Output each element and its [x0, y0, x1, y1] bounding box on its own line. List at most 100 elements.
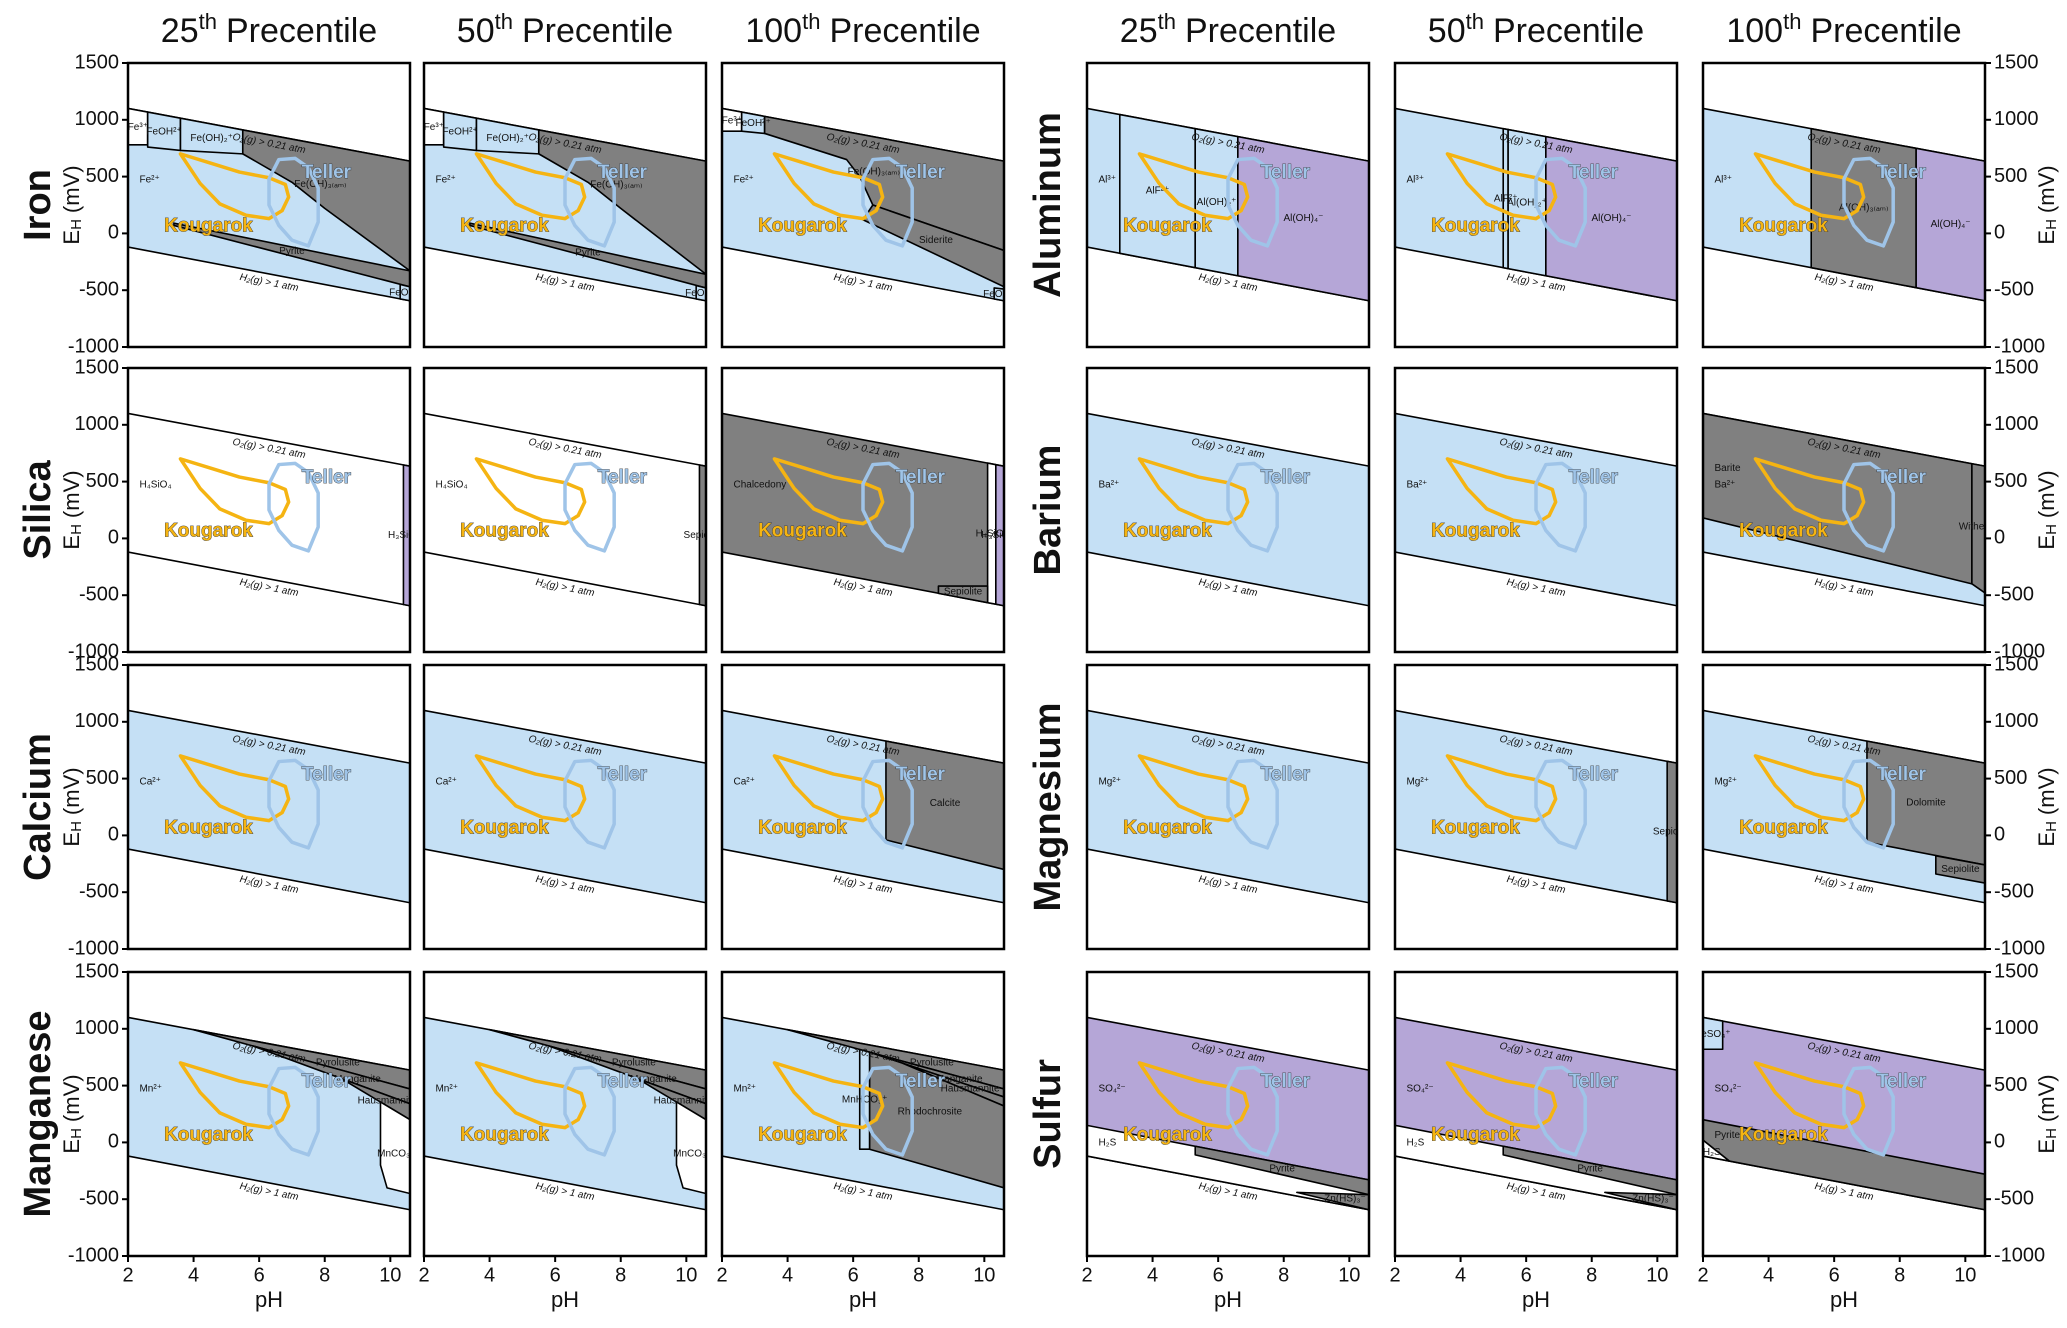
y-label-main: E — [2034, 230, 2059, 245]
y-tick-label: 500 — [1994, 470, 2027, 492]
site-label: Kougarok — [164, 1125, 253, 1146]
y-tick-label: 500 — [86, 165, 119, 187]
site-label: Teller — [1877, 467, 1927, 488]
row-label: Manganese — [17, 1011, 59, 1218]
y-tick-label: 1500 — [1994, 653, 2039, 675]
x-tick-label: 4 — [1455, 1264, 1466, 1286]
x-tick-label: 10 — [675, 1264, 697, 1286]
region-label: Dolomite — [1906, 797, 1946, 808]
x-axis-label: pH — [1522, 1287, 1550, 1312]
region-label: Ba²⁺ — [1714, 480, 1735, 491]
stability-region — [763, 115, 1004, 252]
x-tick-label: 10 — [1954, 1264, 1976, 1286]
region-label: Al³⁺ — [1098, 175, 1116, 186]
region-label: Manganite — [334, 1074, 381, 1085]
region-label: Pyrite — [1714, 1130, 1740, 1141]
region-label: Fe³⁺ — [722, 115, 742, 126]
y-label-main: E — [59, 230, 84, 245]
stability-region — [698, 464, 706, 607]
site-field — [474, 152, 587, 221]
region-label: Pyrite — [575, 247, 601, 258]
y-label-unit: (mV) — [59, 767, 84, 815]
site-field — [861, 461, 914, 553]
header-number: 50 — [1428, 12, 1466, 50]
x-tick-label: 8 — [1586, 1264, 1597, 1286]
stability-region — [241, 129, 410, 272]
site-field — [1226, 156, 1279, 248]
y-tick-label: 0 — [1994, 527, 2005, 549]
stability-region — [173, 222, 410, 288]
column-header: 100th Precentile — [745, 9, 980, 50]
y-tick-label: -500 — [1994, 583, 2034, 605]
y-label-unit: (mV) — [2034, 767, 2059, 815]
y-label-sub: H — [68, 524, 85, 535]
region-label: Al³⁺ — [1714, 175, 1732, 186]
region-label: Al³⁺ — [1406, 175, 1424, 186]
stability-region — [675, 1101, 706, 1195]
panel-frame — [720, 366, 1006, 654]
region-label: Fe(OH)₂⁺ — [486, 133, 529, 144]
stability-region — [399, 283, 410, 302]
region-label: H₂S — [1406, 1138, 1424, 1149]
site-field — [772, 754, 885, 823]
stability-region — [379, 1101, 410, 1195]
y-label-sub: H — [68, 219, 85, 230]
panel-frame — [1393, 366, 1679, 654]
site-field — [178, 457, 291, 526]
region-label: Mn²⁺ — [435, 1084, 458, 1095]
header-superscript: th — [1783, 9, 1801, 34]
panel-frame — [1701, 663, 1987, 951]
y-axis-label: EH (mV) — [59, 1074, 86, 1153]
y-label-unit: (mV) — [2034, 165, 2059, 213]
region-label: Al(OH)₂⁺ — [1197, 197, 1237, 208]
region-label: Hausmannite — [941, 1083, 1000, 1094]
header-word: Precentile — [829, 12, 980, 50]
site-label: Kougarok — [1739, 818, 1828, 839]
stability-region — [1502, 1145, 1677, 1196]
region-label: SO₄²⁻ — [1714, 1084, 1741, 1095]
panel-frame — [1701, 61, 1987, 349]
region-label: Mg²⁺ — [1714, 777, 1737, 788]
site-field — [1753, 457, 1866, 526]
site-label: Kougarok — [1431, 818, 1520, 839]
site-field — [861, 156, 914, 248]
region-label: FeOH⁺ — [389, 287, 421, 298]
stability-region — [1703, 1118, 1985, 1211]
site-field — [267, 461, 320, 553]
header-superscript: th — [1466, 9, 1484, 34]
site-field — [1137, 1061, 1250, 1130]
y-tick-label: 0 — [108, 1131, 119, 1153]
panel-frame — [720, 61, 1006, 349]
x-tick-label: 4 — [1763, 1264, 1774, 1286]
header-superscript: th — [1158, 9, 1176, 34]
row-label: Silica — [17, 459, 59, 559]
y-tick-label: -500 — [79, 278, 119, 300]
row-label: Aluminum — [1027, 112, 1069, 298]
panel-frame — [126, 970, 412, 1258]
region-label: MnCO₃ — [377, 1148, 410, 1159]
site-field — [1445, 457, 1558, 526]
y-tick-label: 1000 — [75, 413, 120, 435]
site-field — [772, 1061, 885, 1130]
site-label: Teller — [896, 162, 946, 183]
region-label: Fe²⁺ — [435, 175, 455, 186]
site-label: Kougarok — [1123, 216, 1212, 237]
region-label: Siderite — [919, 235, 953, 246]
y-tick-label: -1000 — [68, 1244, 119, 1266]
y-tick-label: -1000 — [1994, 937, 2045, 959]
site-field — [1137, 754, 1250, 823]
region-label: Al(OH)₄⁻ — [1591, 213, 1631, 224]
site-label: Kougarok — [1123, 521, 1212, 542]
site-field — [1534, 156, 1587, 248]
